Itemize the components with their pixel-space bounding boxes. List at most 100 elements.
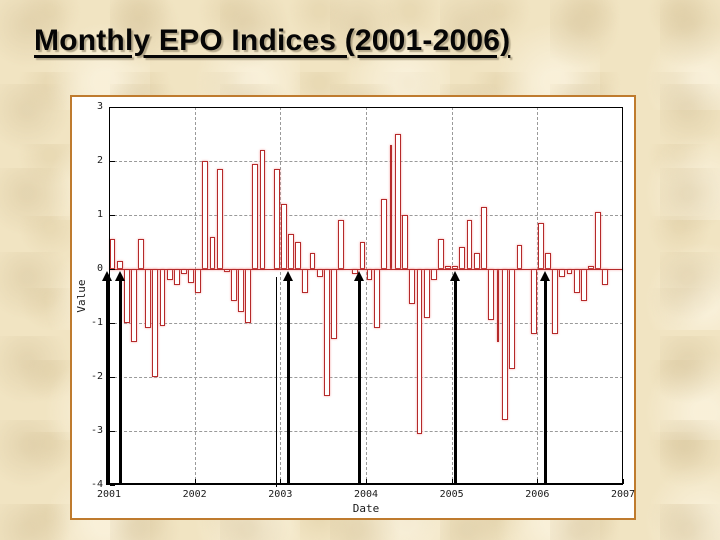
bar [195, 269, 202, 294]
bar [380, 198, 387, 269]
y-tick [110, 431, 115, 432]
bar [166, 269, 173, 280]
event-arrow-shaft [453, 279, 457, 485]
bar [116, 260, 123, 269]
bar [452, 266, 459, 269]
bar [573, 269, 580, 294]
event-arrow-shaft [286, 279, 290, 485]
bar [497, 269, 500, 342]
y-tick [110, 161, 115, 162]
event-arrow-head [449, 271, 460, 281]
event-arrow-shaft [543, 279, 547, 485]
bar [359, 242, 366, 269]
zero-baseline [109, 269, 623, 270]
x-tick [109, 479, 110, 484]
bar [295, 242, 302, 269]
x-tick-label: 2003 [268, 489, 293, 500]
v-gridline [366, 107, 367, 485]
event-arrow-shaft [357, 279, 361, 485]
bar [202, 161, 209, 269]
bar [123, 269, 130, 323]
bar [595, 212, 601, 269]
bar [373, 269, 380, 329]
y-tick-label: 3 [96, 101, 103, 112]
y-tick [110, 485, 115, 486]
bar [602, 269, 609, 286]
bar [516, 244, 523, 269]
x-tick [280, 479, 282, 484]
slide-title: Monthly EPO Indices (2001-2006) [34, 24, 511, 57]
x-tick-label: 2006 [525, 489, 550, 500]
bar [238, 269, 244, 313]
bar [323, 269, 330, 396]
bar [109, 239, 116, 269]
bar [188, 269, 194, 283]
event-arrow-head [101, 271, 112, 281]
y-tick [110, 107, 115, 108]
bar [330, 269, 337, 340]
bar [402, 215, 409, 269]
bar [587, 266, 594, 269]
bar [231, 269, 237, 302]
bar [280, 204, 287, 269]
bar [273, 169, 280, 269]
bar [445, 266, 451, 269]
y-tick-label: 1 [96, 209, 103, 220]
bar [580, 269, 587, 302]
bar [389, 144, 392, 269]
x-tick-label: 2004 [353, 489, 379, 500]
bar [309, 252, 316, 269]
x-tick-label: 2001 [96, 489, 122, 500]
y-tick-label: -3 [90, 425, 103, 436]
bar [338, 220, 344, 269]
bar [366, 269, 373, 280]
y-tick-label: -2 [90, 371, 103, 382]
bar [537, 223, 544, 269]
bar [530, 269, 537, 334]
x-tick-label: 2007 [610, 489, 636, 500]
event-arrow-shaft [118, 279, 122, 485]
y-tick [110, 323, 115, 324]
bar [152, 269, 159, 377]
bar [545, 252, 551, 269]
bar [209, 236, 216, 269]
bar [245, 269, 252, 323]
x-tick [537, 479, 539, 484]
v-gridline [537, 107, 539, 485]
bar [466, 220, 473, 269]
event-arrow-head [282, 271, 293, 281]
x-tick [366, 479, 367, 484]
v-gridline [194, 107, 196, 485]
y-tick-label: 0 [96, 263, 103, 274]
bar [395, 134, 402, 269]
y-tick [110, 269, 115, 270]
bar [509, 269, 516, 369]
event-line [276, 277, 278, 487]
bar [252, 163, 259, 269]
bar [288, 233, 294, 269]
bar [259, 150, 266, 269]
y-tick [110, 377, 115, 378]
event-arrow-shaft [105, 279, 109, 485]
v-gridline [451, 107, 453, 485]
x-axis-label: Date [352, 502, 380, 515]
bar [488, 269, 494, 321]
bar [138, 239, 145, 269]
bar [502, 269, 509, 421]
y-tick-label: -1 [90, 317, 103, 328]
bar [459, 247, 466, 269]
event-arrow-head [114, 271, 125, 281]
v-gridline [280, 107, 282, 485]
x-tick-label: 2005 [439, 489, 464, 500]
bar [416, 269, 423, 434]
bar [302, 269, 309, 294]
bar [423, 269, 430, 318]
bar [131, 269, 137, 342]
bar [316, 269, 323, 278]
bar [409, 269, 416, 305]
event-arrow-head [353, 271, 364, 281]
bar [552, 269, 559, 334]
y-tick-label: -4 [90, 479, 103, 490]
